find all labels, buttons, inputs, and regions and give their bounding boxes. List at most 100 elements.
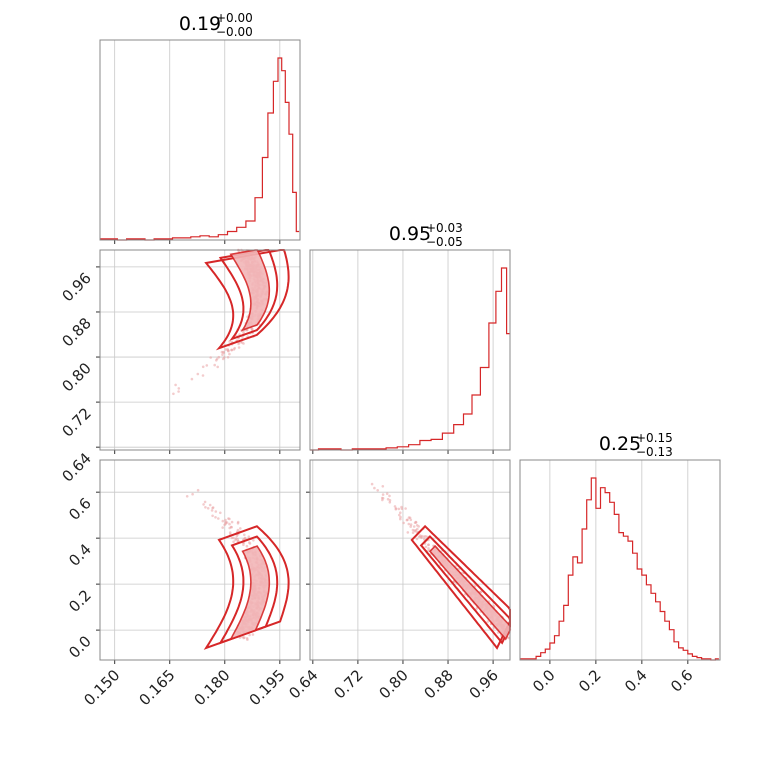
panel-frame: [99, 39, 301, 241]
param3-title: 0.25: [599, 433, 641, 455]
scatter-point: [232, 348, 236, 351]
scatter-point: [415, 537, 419, 541]
scatter-point: [412, 525, 416, 528]
scatter-point: [406, 531, 410, 534]
scatter-point: [397, 507, 401, 511]
x-tick-label-param2: 0.80: [375, 666, 411, 702]
scatter-point: [393, 505, 397, 508]
param1-title-minus: −0.00: [216, 25, 253, 39]
x-tick-label-param1: 0.180: [190, 666, 233, 709]
scatter-point: [223, 523, 226, 527]
scatter-point: [221, 519, 225, 523]
scatter-point: [221, 526, 224, 529]
scatter-point: [230, 520, 234, 524]
scatter-point: [222, 356, 226, 359]
scatter-point: [409, 518, 413, 522]
param1-title-plus: +0.00: [216, 11, 253, 25]
scatter-point: [202, 503, 205, 506]
panel-hist-param3: [519, 459, 721, 664]
scatter-point: [398, 513, 401, 517]
param2-title: 0.95: [389, 223, 431, 245]
scatter-point: [407, 522, 411, 526]
scatter-point: [215, 357, 219, 361]
scatter-point: [228, 522, 231, 526]
scatter-point: [252, 539, 255, 542]
scatter-point: [399, 517, 402, 521]
scatter-point: [385, 492, 389, 496]
scatter-point: [226, 356, 230, 359]
scatter-point: [224, 518, 227, 522]
param1-title: 0.19: [179, 13, 221, 35]
y-tick-label-param2: 0.64: [58, 449, 94, 485]
scatter-point: [399, 515, 402, 519]
panel-frame: [309, 459, 511, 661]
scatter-point: [228, 352, 231, 356]
x-tick-label-param3: 0.4: [621, 666, 651, 696]
scatter-point: [217, 355, 221, 359]
scatter-point: [424, 545, 428, 549]
scatter-point: [204, 506, 207, 509]
param2-title-minus: −0.05: [426, 235, 463, 249]
contour-level-1: [204, 249, 290, 351]
scatter-point: [232, 540, 235, 543]
scatter-point: [177, 390, 180, 393]
scatter-point: [177, 387, 181, 390]
scatter-point: [381, 485, 385, 488]
scatter-point: [400, 507, 404, 511]
scatter-point: [399, 511, 402, 514]
scatter-point: [381, 498, 384, 502]
contour-level-1: [410, 524, 511, 650]
panel-2d-param2-param3: [306, 459, 512, 664]
contour-level-2: [218, 535, 279, 645]
scatter-point: [394, 507, 398, 511]
scatter-point: [201, 365, 205, 369]
scatter-point: [234, 537, 238, 540]
scatter-point: [220, 350, 224, 354]
scatter-point: [172, 392, 175, 396]
scatter-point: [237, 346, 241, 349]
scatter-point: [414, 521, 418, 524]
scatter-point: [185, 495, 189, 498]
scatter-point: [248, 542, 252, 545]
scatter-point: [388, 499, 392, 502]
y-tick-label-param2: 0.80: [58, 359, 94, 395]
scatter-point: [245, 544, 249, 548]
scatter-point: [205, 364, 209, 367]
scatter-point: [190, 377, 194, 381]
x-tick-label-param1: 0.150: [80, 666, 123, 709]
contour-level-3: [229, 545, 271, 641]
scatter-point: [373, 486, 376, 490]
y-tick-label-param2: 0.96: [58, 269, 94, 305]
scatter-point: [405, 518, 409, 522]
scatter-point: [196, 488, 200, 492]
contour-level-2: [419, 535, 511, 645]
scatter-point: [376, 489, 380, 492]
scatter-point: [213, 363, 216, 367]
x-tick-label-param1: 0.165: [135, 666, 178, 709]
scatter-point: [239, 527, 242, 530]
scatter-point: [242, 342, 245, 345]
scatter-point: [228, 340, 231, 343]
scatter-point: [414, 529, 418, 532]
scatter-point: [214, 516, 217, 519]
panel-frame: [99, 249, 301, 451]
contour-level-1: [203, 525, 290, 650]
scatter-point: [196, 372, 200, 376]
scatter-point: [224, 521, 228, 525]
scatter-point: [224, 348, 228, 351]
scatter-point: [214, 510, 218, 513]
scatter-point: [235, 534, 239, 538]
scatter-point: [245, 637, 249, 640]
y-tick-label-param3: 0.6: [65, 494, 95, 524]
panel-2d-param1-param3: [96, 459, 301, 664]
scatter-point: [409, 525, 413, 528]
scatter-point: [380, 496, 384, 500]
scatter-point: [402, 521, 405, 525]
scatter-point: [417, 535, 421, 539]
scatter-point: [427, 547, 430, 550]
scatter-point: [216, 365, 219, 369]
param2-title-plus: +0.03: [426, 221, 463, 235]
panel-frame: [99, 459, 301, 661]
scatter-point: [247, 535, 251, 538]
scatter-point: [174, 383, 177, 387]
